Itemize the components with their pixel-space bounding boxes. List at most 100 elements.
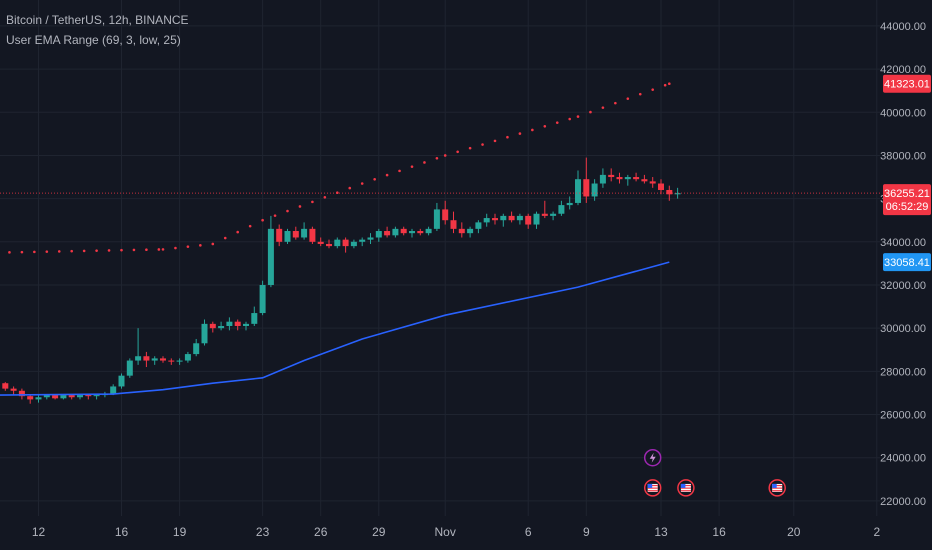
y-tick-label: 40000.00: [880, 107, 926, 119]
price-axis[interactable]: 22000.00 24000.00 26000.00 28000.00 30000.00…: [880, 21, 931, 508]
dotted-range-point: [506, 135, 509, 139]
candle-body: [226, 321, 233, 327]
dotted-range-point: [323, 195, 327, 199]
dotted-range-point: [174, 246, 177, 250]
x-tick-label: 2: [873, 525, 880, 539]
x-tick-label: Nov: [435, 525, 456, 539]
candle-body: [666, 189, 673, 195]
y-tick-label: 22000.00: [880, 496, 926, 508]
candle-body: [184, 354, 191, 361]
candles: [2, 157, 681, 404]
candle-body: [492, 218, 498, 221]
candle-body: [35, 397, 42, 400]
dotted-range-point: [435, 156, 439, 160]
dotted-range-point: [518, 132, 522, 135]
flag-stripe: [772, 487, 783, 489]
candle-body: [566, 202, 573, 206]
candle-body: [591, 183, 598, 197]
price-badge-text-last_price: 36255.21: [884, 188, 930, 200]
price-badge-text-ema: 33058.41: [884, 257, 930, 269]
candle-body: [60, 395, 67, 399]
flag-stripe: [772, 484, 783, 487]
candle-body: [649, 181, 656, 184]
dotted-range-point: [70, 249, 73, 253]
candle-body: [2, 383, 9, 389]
candle-body: [541, 213, 548, 216]
candle-body: [27, 396, 34, 400]
dotted-range-point: [638, 92, 642, 96]
flag-stripe: [680, 487, 691, 489]
candle-body: [43, 395, 50, 398]
dotted-range-point: [261, 218, 264, 222]
dotted-range-point: [423, 161, 426, 164]
x-tick-label: 23: [256, 525, 270, 539]
candle-body: [400, 228, 407, 234]
dotted-range-point: [311, 200, 314, 204]
candle-body: [68, 395, 75, 398]
dotted-range-point: [481, 143, 484, 146]
dotted-range-point: [20, 250, 24, 254]
x-tick-label: 20: [787, 525, 801, 539]
price-badge-countdown: [883, 197, 931, 216]
x-tick-label: 6: [525, 525, 532, 539]
dotted-range-point: [576, 115, 580, 118]
candle-body: [575, 179, 581, 203]
candle-body: [342, 239, 349, 247]
symbol-title[interactable]: Bitcoin / TetherUS, 12h, BINANCE: [6, 13, 189, 27]
candle-body: [193, 343, 200, 355]
x-tick-label: 13: [654, 525, 668, 539]
dotted-range-point: [33, 250, 36, 254]
dotted-range-point: [651, 88, 654, 91]
time-axis[interactable]: 12 16 19 23 26 29 Nov 6 9 13 16 20 2: [32, 525, 881, 539]
dotted-range-point: [568, 117, 571, 121]
dotted-range-point: [468, 146, 472, 150]
dotted-range-point: [398, 169, 401, 173]
candle-body: [483, 218, 490, 223]
y-tick-label: 38000.00: [880, 150, 926, 162]
indicator-title[interactable]: User EMA Range (69, 3, low, 25): [6, 33, 181, 47]
dotted-range-point: [531, 128, 534, 132]
candle-body: [409, 231, 415, 234]
x-tick-label: 29: [372, 525, 386, 539]
candle-body: [93, 395, 100, 397]
candle-body: [168, 360, 175, 362]
y-tick-label: 44000.00: [880, 21, 926, 33]
candle-body: [143, 356, 150, 361]
y-tick-label: 32000.00: [880, 280, 926, 292]
candle-body: [251, 313, 258, 324]
flag-stripe: [772, 490, 783, 492]
dotted-range-point: [211, 242, 215, 246]
candle-body: [267, 228, 274, 285]
dotted-range-point: [443, 154, 447, 157]
candle-body: [317, 241, 324, 244]
candle-body: [151, 358, 158, 361]
candle-body: [433, 209, 440, 229]
x-tick-label: 16: [712, 525, 726, 539]
candle-body: [550, 213, 557, 216]
dotted-range-point: [120, 248, 123, 252]
dotted-range-point: [236, 230, 239, 234]
dotted-range-point: [601, 106, 605, 109]
dotted-range-point: [543, 125, 547, 128]
candle-body: [583, 179, 590, 197]
y-tick-label: 30000.00: [880, 323, 926, 335]
dotted-range-point: [298, 205, 302, 208]
candle-body: [500, 215, 507, 221]
x-tick-label: 12: [32, 525, 46, 539]
x-tick-label: 19: [173, 525, 187, 539]
candle-body: [234, 321, 241, 327]
candle-body: [201, 323, 208, 344]
dotted-range-point: [589, 110, 592, 114]
candle-body: [616, 177, 623, 180]
chart-legend: Bitcoin / TetherUS, 12h, BINANCE User EM…: [6, 10, 189, 50]
candle-body: [608, 174, 615, 178]
dotted-range-point: [186, 245, 190, 248]
candle-body: [52, 395, 59, 399]
candle-body: [658, 183, 664, 190]
flag-canton: [647, 483, 653, 488]
candle-body: [334, 239, 341, 247]
dotted-range-point: [8, 251, 11, 254]
flag-stripe: [680, 484, 691, 487]
flag-stripe: [647, 490, 658, 492]
